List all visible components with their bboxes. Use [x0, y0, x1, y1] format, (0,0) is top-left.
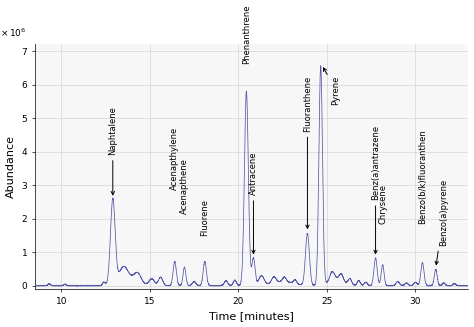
X-axis label: Time [minutes]: Time [minutes]: [209, 311, 294, 321]
Text: $\times\,10^6$: $\times\,10^6$: [0, 27, 27, 40]
Text: Acenapthylene: Acenapthylene: [170, 127, 179, 190]
Text: Benzo(b/k)fluoranthen: Benzo(b/k)fluoranthen: [418, 129, 427, 224]
Text: Benz(a)antrazene: Benz(a)antrazene: [371, 125, 380, 253]
Text: Pyrene: Pyrene: [323, 68, 340, 105]
Text: Naphtalene: Naphtalene: [108, 106, 117, 195]
Text: Fluorene: Fluorene: [201, 198, 210, 235]
Text: Fluoranthene: Fluoranthene: [303, 75, 312, 228]
Text: Chrysene: Chrysene: [378, 184, 387, 224]
Text: Benzo(a)pyrene: Benzo(a)pyrene: [435, 179, 448, 265]
Text: Antracene: Antracene: [249, 152, 258, 253]
Text: Acenapthene: Acenapthene: [180, 158, 189, 214]
Y-axis label: Abundance: Abundance: [6, 135, 16, 198]
Text: Phenanthrene: Phenanthrene: [242, 5, 251, 64]
